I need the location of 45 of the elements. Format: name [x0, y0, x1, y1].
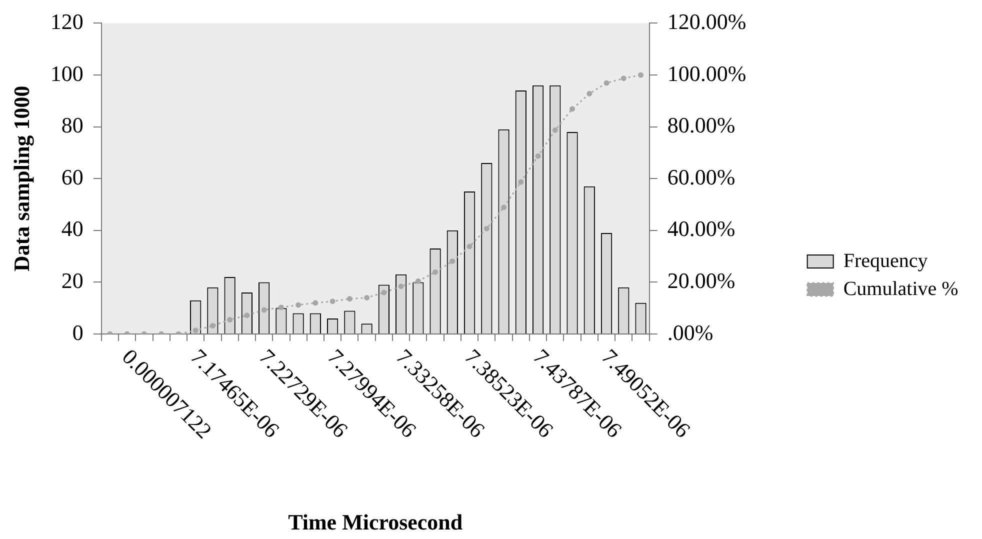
point — [570, 106, 576, 112]
y2-tick-label: .00% — [667, 320, 714, 345]
point — [586, 90, 592, 96]
y-tick-label: 60 — [61, 164, 84, 190]
point — [638, 72, 644, 78]
point — [227, 317, 233, 323]
y-tick-label: 100 — [50, 60, 84, 86]
point — [192, 328, 198, 334]
point — [261, 307, 267, 313]
point — [364, 294, 370, 300]
point — [330, 298, 336, 304]
point — [210, 322, 216, 328]
y2-tick-label: 120.00% — [667, 8, 746, 34]
point — [346, 296, 352, 302]
point — [398, 284, 404, 290]
y2-tick-label: 100.00% — [667, 60, 746, 86]
point — [484, 226, 490, 232]
y-tick-label: 0 — [72, 320, 84, 345]
legend-label: Frequency — [843, 250, 928, 272]
point — [312, 300, 318, 306]
point — [466, 244, 472, 250]
y2-tick-label: 60.00% — [667, 164, 736, 190]
point — [450, 258, 456, 264]
point — [296, 302, 302, 308]
y2-tick-label: 80.00% — [667, 112, 736, 138]
legend-label: Cumulative % — [843, 278, 958, 300]
point — [604, 80, 610, 86]
point — [432, 269, 438, 275]
point — [244, 312, 250, 318]
point — [501, 204, 507, 210]
y2-tick-label: 40.00% — [667, 216, 736, 242]
point — [415, 278, 421, 284]
y-tick-label: 80 — [61, 112, 84, 138]
y2-tick-label: 20.00% — [667, 268, 736, 293]
point — [552, 127, 558, 133]
point — [535, 153, 541, 159]
point — [278, 304, 284, 310]
point — [518, 179, 524, 185]
x-axis-title: Time Microsecond — [288, 509, 463, 534]
point — [381, 290, 387, 296]
y-tick-label: 120 — [50, 8, 84, 34]
y-tick-label: 20 — [61, 268, 84, 293]
y-axis-title: Data sampling 1000 — [8, 86, 34, 272]
y-tick-label: 40 — [61, 216, 84, 242]
point — [620, 76, 626, 82]
